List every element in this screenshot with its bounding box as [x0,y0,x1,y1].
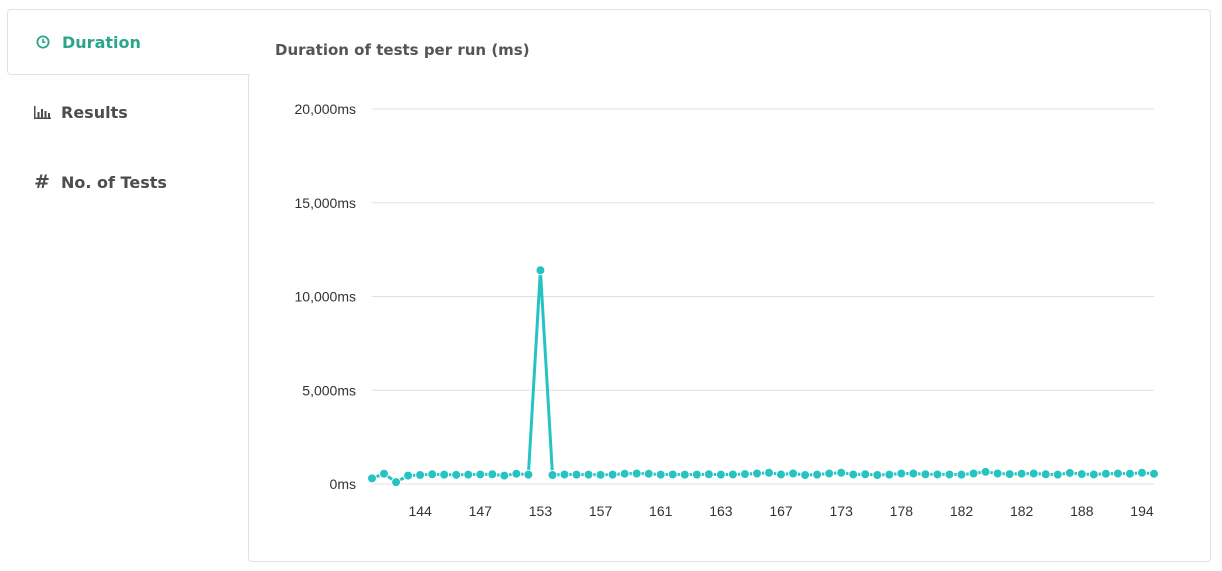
data-point[interactable] [499,470,510,481]
data-point[interactable] [379,468,390,479]
x-tick-label: 147 [469,503,493,519]
tab-no-of-tests-label: No. of Tests [61,172,167,192]
x-tick-label: 163 [709,503,733,519]
data-point[interactable] [751,468,762,479]
data-point[interactable] [571,469,582,480]
data-point[interactable] [547,470,558,480]
y-tick-label: 20,000ms [295,101,356,117]
data-point[interactable] [691,469,702,480]
data-point[interactable] [655,469,666,480]
data-point[interactable] [992,468,1003,479]
data-point[interactable] [908,468,919,479]
data-point[interactable] [535,265,546,276]
duration-line-chart: 0ms 5,000ms 10,000ms 15,000ms 20,000ms 144 147… [295,101,1159,519]
data-point[interactable] [800,470,811,480]
data-point[interactable] [739,469,750,480]
data-point[interactable] [391,477,402,488]
data-point[interactable] [1028,468,1039,479]
data-point[interactable] [703,469,714,480]
data-point[interactable] [439,469,450,480]
data-point[interactable] [824,468,835,479]
x-tick-label: 153 [529,503,553,519]
data-point[interactable] [788,468,799,479]
data-point[interactable] [463,469,474,480]
tab-duration-label: Duration [62,32,141,52]
data-point[interactable] [511,468,522,479]
data-point[interactable] [583,469,594,480]
data-point[interactable] [1136,467,1147,478]
data-point[interactable] [475,469,486,480]
data-point[interactable] [1052,469,1063,480]
x-tick-label: 182 [1010,503,1034,519]
chart-title: Duration of tests per run (ms) [275,41,530,59]
x-tick-label: 144 [408,503,432,519]
data-point[interactable] [367,473,377,484]
data-point[interactable] [727,469,738,480]
data-point[interactable] [427,469,438,480]
data-point[interactable] [595,469,606,480]
series-line [371,268,1155,484]
data-point[interactable] [619,468,630,479]
x-tick-label: 178 [890,503,914,519]
y-tick-label: 0ms [330,476,356,492]
data-point[interactable] [559,469,570,480]
data-point[interactable] [968,468,979,479]
data-point[interactable] [1149,468,1159,479]
data-point[interactable] [1112,468,1123,479]
bar-chart-icon [33,105,51,119]
y-tick-label: 15,000ms [295,195,356,211]
data-point[interactable] [764,467,775,478]
data-point[interactable] [607,469,618,480]
hash-icon: # [34,171,50,193]
data-point[interactable] [1088,469,1099,480]
data-point[interactable] [836,467,847,478]
data-point[interactable] [523,469,534,480]
data-point[interactable] [776,469,787,480]
chart-panel: Duration of tests per run (ms) 0ms 5,000m… [248,9,1211,562]
data-point[interactable] [944,469,955,480]
data-point[interactable] [415,470,426,480]
data-point[interactable] [1064,467,1075,478]
data-point[interactable] [679,469,690,480]
data-point[interactable] [451,469,462,480]
x-tick-label: 167 [769,503,793,519]
data-point[interactable] [872,470,883,480]
data-point[interactable] [1076,469,1087,480]
x-tick-label: 194 [1130,503,1154,519]
data-point[interactable] [715,469,726,480]
data-point[interactable] [860,469,871,480]
clock-icon [34,35,52,49]
data-point[interactable] [812,469,823,480]
tab-list: Duration Results # No. of Tests [7,9,250,215]
data-point[interactable] [643,468,654,479]
tab-no-of-tests[interactable]: # No. of Tests [7,149,249,215]
data-point[interactable] [920,469,931,480]
x-tick-label: 173 [830,503,854,519]
data-point[interactable] [1100,468,1111,479]
data-point[interactable] [884,469,895,480]
data-point[interactable] [980,466,991,477]
x-tick-label: 161 [649,503,673,519]
x-tick-label: 157 [589,503,613,519]
tab-results[interactable]: Results [7,79,249,145]
data-point[interactable] [956,469,967,480]
x-tick-label: 182 [950,503,974,519]
data-point[interactable] [403,470,414,481]
data-point[interactable] [667,469,678,480]
data-point[interactable] [631,468,642,479]
data-point[interactable] [848,469,859,480]
y-tick-label: 10,000ms [295,289,356,305]
data-point[interactable] [1004,469,1015,480]
x-tick-label: 188 [1070,503,1094,519]
data-point[interactable] [1124,468,1135,479]
data-point[interactable] [932,469,943,480]
tab-duration[interactable]: Duration [7,9,250,75]
data-point[interactable] [1016,468,1027,479]
y-tick-label: 5,000ms [302,382,356,398]
data-point[interactable] [896,468,907,479]
data-point[interactable] [1040,469,1051,480]
data-point[interactable] [487,469,498,480]
tab-results-label: Results [61,102,128,122]
